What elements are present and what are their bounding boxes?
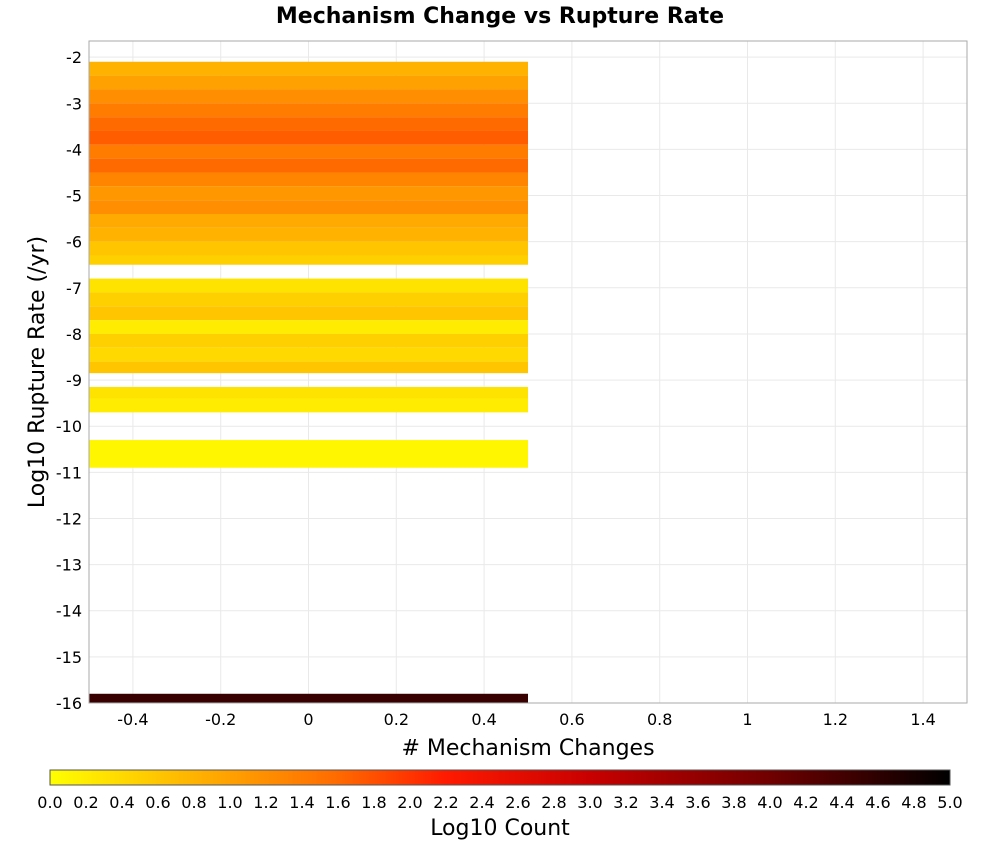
colorbar-tick-label: 2.6 — [505, 793, 530, 812]
heatmap-cell — [89, 241, 528, 256]
colorbar-tick-label: 3.0 — [577, 793, 602, 812]
heatmap-cell — [89, 186, 528, 201]
heatmap-cell — [89, 227, 528, 242]
x-axis-ticks: -0.4 -0.2 0 0.2 0.4 0.6 0.8 1 1.2 1.4 — [117, 710, 936, 729]
x-axis-label: # Mechanism Changes — [401, 736, 654, 761]
y-tick-label: -6 — [66, 233, 82, 252]
y-tick-label: -12 — [56, 509, 82, 528]
x-tick-label: 1.4 — [910, 710, 935, 729]
colorbar-tick-label: 2.0 — [397, 793, 422, 812]
colorbar-tick-label: 1.4 — [289, 793, 314, 812]
colorbar-tick-label: 4.6 — [865, 793, 890, 812]
colorbar-tick-label: 4.0 — [757, 793, 782, 812]
colorbar-tick-label: 1.2 — [253, 793, 278, 812]
chart-title: Mechanism Change vs Rupture Rate — [276, 4, 724, 29]
y-tick-label: -4 — [66, 140, 82, 159]
x-tick-label: -0.4 — [117, 710, 148, 729]
y-tick-label: -7 — [66, 279, 82, 298]
y-tick-label: -16 — [56, 694, 82, 713]
heatmap-cell — [89, 361, 528, 374]
x-tick-label: 0.2 — [384, 710, 409, 729]
x-tick-label: 0.4 — [471, 710, 496, 729]
heatmap-cell — [89, 130, 528, 145]
colorbar-tick-label: 0.6 — [145, 793, 170, 812]
y-axis-label: Log10 Rupture Rate (/yr) — [25, 236, 50, 508]
heatmap-cell — [89, 333, 528, 348]
heatmap-cell — [89, 158, 528, 173]
y-tick-label: -9 — [66, 371, 82, 390]
y-tick-label: -14 — [56, 602, 82, 621]
heatmap-cell — [89, 693, 528, 703]
y-tick-label: -13 — [56, 556, 82, 575]
x-tick-label: 0.6 — [559, 710, 584, 729]
colorbar-tick-label: 4.2 — [793, 793, 818, 812]
heatmap-cell — [89, 103, 528, 118]
colorbar-tick-label: 0.8 — [181, 793, 206, 812]
colorbar-ticks: 0.0 0.2 0.4 0.6 0.8 1.0 1.2 1.4 1.6 1.8 2.0 2.2 2.4 2… — [37, 793, 962, 812]
plot-border — [88, 40, 968, 704]
heatmap-cell — [89, 75, 528, 90]
heatmap-cell — [89, 144, 528, 159]
colorbar-tick-label: 0.2 — [73, 793, 98, 812]
y-tick-label: -15 — [56, 648, 82, 667]
heatmap-cell — [89, 255, 528, 265]
heatmap-cell — [89, 117, 528, 131]
colorbar-tick-label: 3.2 — [613, 793, 638, 812]
colorbar-tick-label: 4.4 — [829, 793, 854, 812]
y-tick-label: -2 — [66, 48, 82, 67]
y-tick-label: -8 — [66, 325, 82, 344]
colorbar-tick-label: 3.6 — [685, 793, 710, 812]
x-tick-label: 1.2 — [823, 710, 848, 729]
colorbar-tick-label: 2.2 — [433, 793, 458, 812]
colorbar-tick-label: 1.0 — [217, 793, 242, 812]
colorbar-tick-label: 4.8 — [901, 793, 926, 812]
y-tick-label: -10 — [56, 417, 82, 436]
heatmap-cell — [89, 386, 528, 399]
colorbar-tick-label: 3.4 — [649, 793, 674, 812]
heatmap-cell — [89, 320, 528, 334]
colorbar-label: Log10 Count — [430, 816, 570, 841]
colorbar-tick-label: 1.8 — [361, 793, 386, 812]
heatmap-cell — [89, 278, 528, 293]
heatmap-cell — [89, 200, 528, 214]
colorbar-tick-label: 5.0 — [937, 793, 962, 812]
y-tick-label: -3 — [66, 94, 82, 113]
heatmap-cell — [89, 89, 528, 104]
heatmap-cell — [89, 292, 528, 307]
heatmap-cell — [89, 172, 528, 187]
x-tick-label: 1 — [742, 710, 752, 729]
heatmap-cell — [89, 306, 528, 321]
heatmap-cell — [89, 440, 528, 468]
colorbar-tick-label: 0.4 — [109, 793, 134, 812]
heatmap-cell — [89, 213, 528, 228]
x-tick-label: -0.2 — [205, 710, 236, 729]
colorbar-tick-label: 1.6 — [325, 793, 350, 812]
colorbar — [49, 769, 951, 786]
colorbar-tick-label: 0.0 — [37, 793, 62, 812]
y-tick-label: -11 — [56, 463, 82, 482]
x-tick-label: 0.8 — [647, 710, 672, 729]
x-tick-label: 0 — [303, 710, 313, 729]
heatmap-cell — [89, 347, 528, 362]
colorbar-tick-label: 3.8 — [721, 793, 746, 812]
y-axis-ticks: -2 -3 -4 -5 -6 -7 -8 -9 -10 -11 -12 -13 -14 -15 -16 — [56, 48, 82, 713]
heatmap-cells — [89, 61, 528, 703]
heatmap-cell — [89, 61, 528, 76]
colorbar-tick-label: 2.4 — [469, 793, 494, 812]
colorbar-tick-label: 2.8 — [541, 793, 566, 812]
y-tick-label: -5 — [66, 187, 82, 206]
heatmap-cell — [89, 398, 528, 413]
